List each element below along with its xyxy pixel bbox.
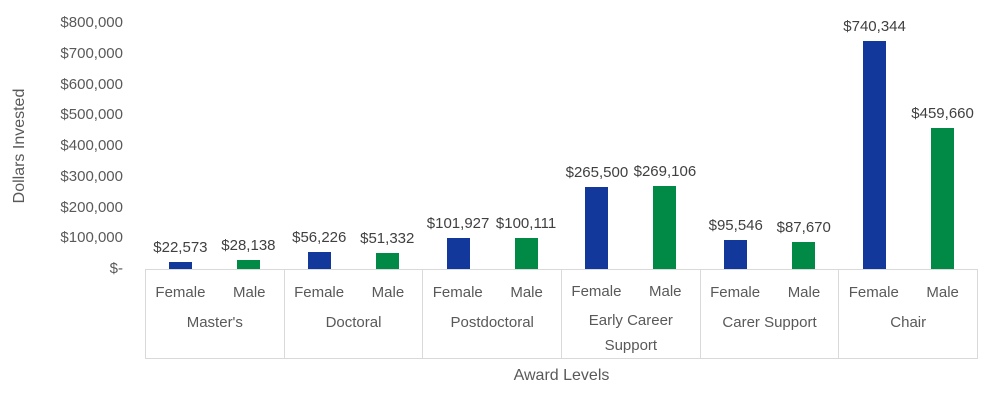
series-tick-label: Male <box>649 282 682 300</box>
series-tick-label: Male <box>510 283 543 301</box>
category-cell: Female Male Postdoctoral <box>423 270 563 358</box>
series-tick-label: Male <box>233 283 266 301</box>
category-label: Chair <box>890 314 927 331</box>
bar-male-3 <box>514 238 538 269</box>
data-label: $269,106 <box>633 163 697 180</box>
y-tick-label: $400,000 <box>60 137 123 154</box>
series-label-row: Female Male <box>146 278 284 306</box>
series-label-row: Female Male <box>285 278 423 306</box>
category-label: Doctoral <box>325 314 382 331</box>
category-cell: Female Male Early Career Support <box>562 270 701 358</box>
series-tick-label: Female <box>155 283 206 301</box>
bar-female-4 <box>585 187 609 269</box>
data-label: $51,332 <box>360 230 415 247</box>
category-label: Master's <box>186 314 243 331</box>
y-tick-label: $600,000 <box>60 75 123 93</box>
bar-male-6 <box>931 128 955 269</box>
series-tick-label: Male <box>371 283 405 301</box>
series-label-row: Female Male <box>701 278 839 306</box>
y-tick-label: $200,000 <box>60 198 123 216</box>
y-tick-label: $100,000 <box>60 229 123 247</box>
series-label-row: Female Male <box>423 278 561 306</box>
series-tick-label: Female <box>571 282 622 300</box>
data-label: $95,546 <box>708 217 763 234</box>
series-label-row: Female Male <box>562 278 700 304</box>
bar-male-2 <box>375 253 399 269</box>
category-axis: Female Male Master's Female Male Doctoral Fema… <box>145 269 979 359</box>
bar-female-3 <box>446 238 470 269</box>
bar-female-5 <box>724 240 748 269</box>
data-label: $101,927 <box>426 215 490 232</box>
bar-male-1 <box>236 260 260 269</box>
data-label: $87,670 <box>776 219 831 236</box>
category-label: Postdoctoral <box>450 314 534 331</box>
category-label: Early Career Support <box>588 312 673 354</box>
series-label-row: Female Male <box>839 278 977 306</box>
y-tick-label: $800,000 <box>60 14 123 31</box>
category-label: Carer Support <box>722 314 817 331</box>
bar-female-1 <box>168 262 192 269</box>
category-cell: Female Male Carer Support <box>701 270 840 358</box>
data-label: $56,226 <box>292 229 347 246</box>
data-label: $22,573 <box>153 239 208 256</box>
series-tick-label: Male <box>787 283 821 301</box>
data-label: $740,344 <box>843 18 906 35</box>
series-tick-label: Male <box>926 283 959 301</box>
bar-female-6 <box>863 41 887 269</box>
series-tick-label: Female <box>710 283 761 301</box>
x-axis-title: Award Levels <box>513 367 610 384</box>
data-label: $28,138 <box>221 237 276 254</box>
data-label: $100,111 <box>495 215 557 232</box>
y-tick-label: $700,000 <box>60 44 123 62</box>
series-tick-label: Female <box>432 283 483 301</box>
series-tick-label: Female <box>294 283 345 301</box>
category-cell: Female Male Chair <box>839 270 979 358</box>
category-cell: Female Male Master's <box>145 270 285 358</box>
bar-male-5 <box>792 242 816 269</box>
category-cell: Female Male Doctoral <box>285 270 424 358</box>
y-tick-label: $300,000 <box>60 167 123 185</box>
y-tick-label: $- <box>109 260 123 277</box>
data-label: $265,500 <box>565 164 629 181</box>
data-label: $459,660 <box>911 105 974 122</box>
bar-male-4 <box>653 186 677 269</box>
bar-female-2 <box>307 252 331 269</box>
y-tick-label: $500,000 <box>60 106 123 124</box>
series-tick-label: Female <box>848 283 899 301</box>
